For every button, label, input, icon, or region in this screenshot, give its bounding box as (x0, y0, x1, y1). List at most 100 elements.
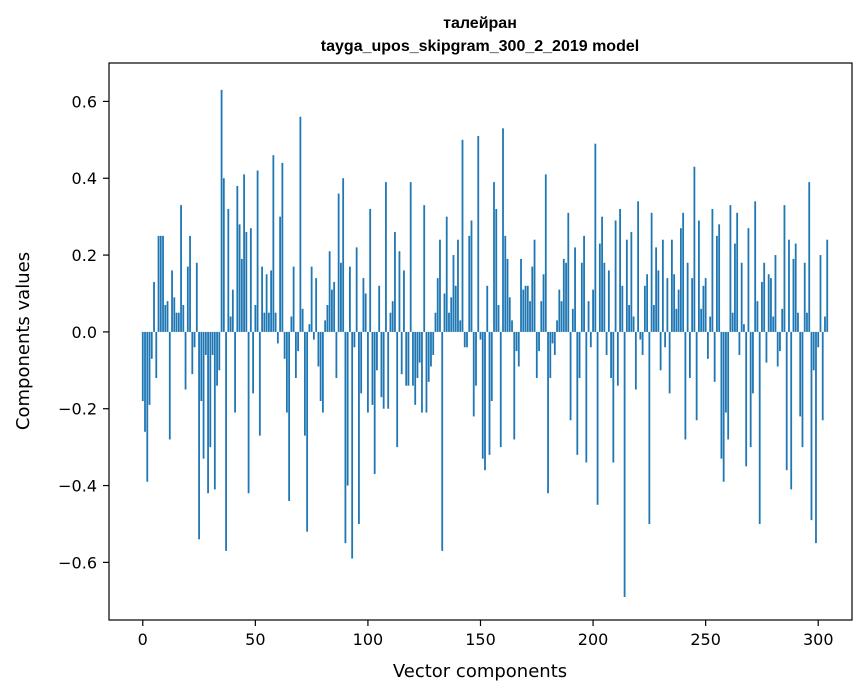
bar-116 (403, 270, 405, 332)
bar-247 (698, 220, 700, 332)
x-axis-label: Vector components (393, 661, 567, 682)
bar-110 (389, 312, 392, 332)
bar-253 (711, 208, 714, 332)
bar-175 (535, 331, 538, 378)
bar-197 (585, 331, 588, 463)
bar-183 (553, 331, 556, 355)
bar-236 (673, 274, 676, 332)
bar-16 (177, 312, 180, 332)
bar-97 (360, 331, 363, 394)
bar-157 (495, 208, 498, 332)
bar-182 (551, 331, 554, 344)
bar-115 (400, 331, 403, 375)
bar-275 (761, 281, 763, 332)
bar-136 (448, 312, 450, 332)
bar-168 (520, 258, 522, 332)
bar-68 (294, 331, 297, 378)
bar-294 (803, 262, 806, 332)
bar-67 (292, 266, 295, 332)
x-tick-label: 0 (138, 630, 148, 649)
bar-171 (526, 285, 529, 332)
bar-220 (637, 201, 640, 332)
bar-167 (517, 331, 520, 367)
bar-287 (788, 239, 790, 332)
bar-270 (749, 331, 752, 448)
bar-48 (249, 228, 252, 332)
plot-frame (108, 62, 853, 621)
bar-69 (297, 331, 300, 352)
bar-80 (321, 331, 324, 413)
bar-161 (504, 235, 507, 332)
bar-15 (175, 312, 178, 332)
bar-147 (472, 331, 475, 417)
bar-207 (607, 270, 610, 332)
bar-100 (367, 331, 369, 413)
bar-155 (490, 331, 493, 402)
bar-26 (200, 331, 203, 402)
bar-88 (340, 262, 342, 332)
bar-162 (506, 258, 509, 332)
bar-187 (562, 258, 565, 332)
bar-142 (461, 139, 464, 332)
bar-137 (450, 297, 453, 332)
bar-1 (144, 331, 146, 432)
bar-37 (225, 331, 227, 551)
bar-213 (621, 285, 624, 332)
bar-38 (227, 208, 230, 332)
bar-41 (234, 331, 236, 413)
y-tick-label: −0.4 (58, 477, 97, 496)
x-tick-label: 50 (245, 630, 265, 649)
bar-57 (270, 270, 273, 332)
bar-158 (497, 305, 500, 332)
bar-117 (405, 331, 408, 386)
bar-134 (443, 293, 446, 332)
bar-82 (326, 305, 329, 332)
bar-285 (783, 205, 786, 332)
bar-165 (513, 331, 516, 440)
bar-75 (310, 266, 313, 332)
bar-98 (362, 278, 365, 332)
bar-214 (623, 331, 626, 597)
bar-77 (315, 278, 318, 332)
bar-145 (468, 235, 471, 332)
bar-268 (745, 331, 748, 467)
bar-54 (263, 312, 266, 332)
bar-63 (283, 331, 286, 359)
bar-186 (560, 301, 563, 332)
bar-81 (324, 320, 327, 332)
bar-194 (578, 331, 581, 378)
bar-113 (396, 331, 399, 448)
bar-43 (238, 224, 241, 332)
bar-4 (150, 331, 153, 359)
bar-302 (821, 331, 824, 421)
bar-258 (722, 331, 725, 482)
x-tick-label: 200 (578, 630, 609, 649)
bar-45 (243, 174, 245, 332)
bar-177 (540, 301, 543, 332)
bar-218 (632, 316, 635, 332)
x-tick-label: 100 (353, 630, 384, 649)
bar-267 (743, 324, 745, 332)
bar-25 (198, 331, 200, 540)
bar-172 (529, 301, 531, 332)
bar-263 (734, 243, 736, 332)
bar-223 (643, 285, 646, 332)
bar-128 (430, 331, 432, 367)
bar-0 (141, 331, 144, 402)
chart-title-line1: талейран (443, 15, 517, 32)
bar-152 (484, 331, 486, 471)
bar-174 (533, 239, 536, 332)
bar-135 (445, 216, 448, 332)
bar-6 (155, 331, 158, 378)
bar-90 (344, 331, 347, 544)
bar-229 (657, 270, 660, 332)
bar-239 (679, 228, 682, 332)
bar-29 (207, 331, 209, 494)
bar-221 (639, 331, 642, 340)
bar-42 (236, 185, 239, 332)
bar-65 (288, 331, 291, 501)
bar-284 (781, 308, 784, 332)
bar-303 (824, 316, 826, 332)
bar-245 (693, 166, 696, 332)
bar-62 (281, 162, 284, 332)
